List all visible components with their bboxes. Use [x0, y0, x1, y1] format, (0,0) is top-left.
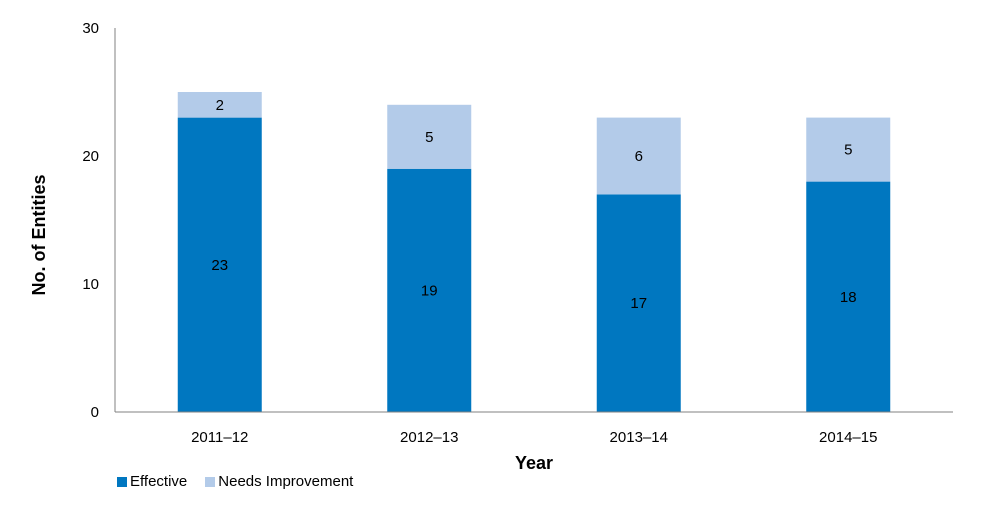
- y-tick-label-30: 30: [82, 20, 99, 37]
- data-label-effective-2013-14: 17: [630, 295, 647, 312]
- legend-swatch-needs-improvement: [205, 476, 216, 487]
- bar-needs-improvement-2011-12: [177, 92, 262, 118]
- x-tick-label-2011-12: 2011–12: [191, 429, 248, 446]
- legend-label-needs-improvement: Needs Improvement: [218, 473, 354, 490]
- bar-needs-improvement-2013-14: [596, 117, 681, 195]
- legend-label-effective: Effective: [130, 473, 188, 490]
- x-tick-label-2014-15: 2014–15: [819, 429, 877, 446]
- data-label-needs-improvement-2013-14: 6: [635, 148, 643, 165]
- bar-effective-2012-13: [387, 168, 472, 412]
- data-label-effective-2011-12: 23: [211, 257, 228, 274]
- y-tick-label-0: 0: [91, 404, 99, 421]
- legend: Effective Needs Improvement: [117, 473, 371, 490]
- x-tick-label-2012-13: 2012–13: [400, 429, 458, 446]
- bar-needs-improvement-2012-13: [387, 104, 472, 169]
- legend-item-needs-improvement: Needs Improvement: [205, 473, 353, 490]
- bar-effective-2011-12: [177, 117, 262, 412]
- x-tick-label-2013-14: 2013–14: [610, 429, 668, 446]
- bars-layer: [177, 92, 891, 412]
- data-label-needs-improvement-2011-12: 2: [216, 97, 224, 114]
- axes-layer: [114, 28, 953, 413]
- bar-needs-improvement-2014-15: [806, 117, 891, 182]
- labels-layer: 23 2 2011–12 19 5 2012–13 17 6 2013–14 18 5 2014–15…: [82, 20, 877, 446]
- bar-effective-2014-15: [806, 181, 891, 412]
- x-axis-title: Year: [515, 453, 553, 473]
- bar-effective-2013-14: [596, 194, 681, 412]
- data-label-effective-2014-15: 18: [840, 289, 857, 306]
- y-tick-label-10: 10: [82, 276, 99, 293]
- y-tick-label-20: 20: [82, 148, 99, 165]
- data-label-needs-improvement-2012-13: 5: [425, 129, 433, 146]
- legend-item-effective: Effective: [117, 473, 187, 490]
- legend-swatch-effective: [117, 476, 127, 487]
- y-axis-title: No. of Entities: [29, 175, 49, 296]
- data-label-needs-improvement-2014-15: 5: [844, 142, 852, 159]
- data-label-effective-2012-13: 19: [421, 282, 438, 299]
